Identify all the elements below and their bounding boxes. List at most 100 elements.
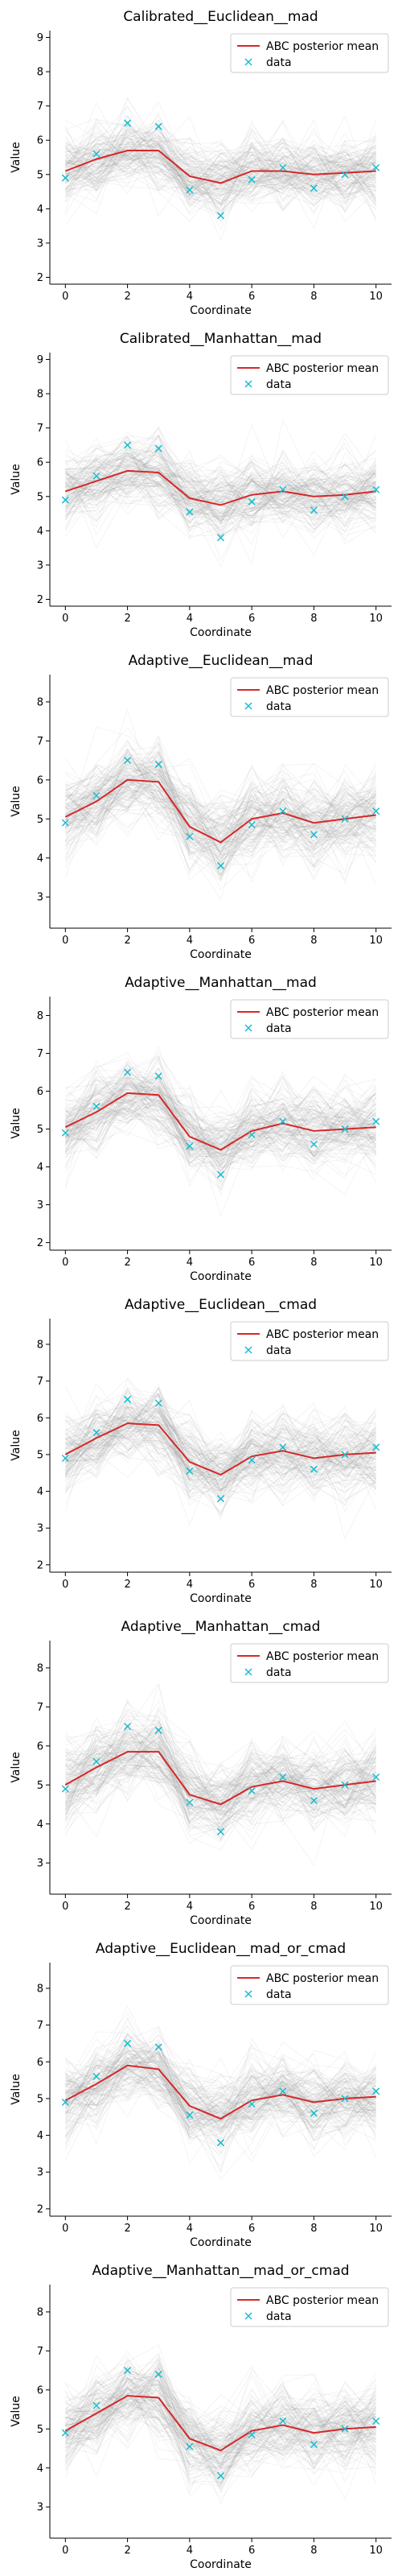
posterior-sample-line <box>64 740 376 838</box>
posterior-sample-line <box>64 2063 376 2130</box>
posterior-sample-line <box>65 758 376 830</box>
y-tick-label: 2 <box>37 2203 43 2215</box>
posterior-sample-line <box>65 462 376 531</box>
data-point-marker <box>154 1072 162 1080</box>
posterior-sample-line <box>65 160 376 218</box>
posterior-sample-line <box>64 1087 377 1166</box>
posterior-sample-line <box>64 1409 377 1508</box>
x-tick-label: 8 <box>310 2545 317 2557</box>
posterior-sample-line <box>65 766 377 847</box>
posterior-sample-line <box>65 770 376 873</box>
posterior-sample-line <box>65 452 376 505</box>
y-tick-label: 7 <box>37 2346 43 2358</box>
posterior-sample-line <box>65 145 376 200</box>
posterior-sample-line <box>65 1090 376 1143</box>
posterior-sample-line <box>65 2405 377 2497</box>
posterior-sample-line <box>65 460 376 513</box>
posterior-sample-line <box>65 758 376 852</box>
x-axis-label: Coordinate <box>190 626 252 639</box>
posterior-sample-line <box>64 763 377 850</box>
posterior-sample-line <box>64 2383 377 2471</box>
y-tick-label: 5 <box>37 169 43 181</box>
posterior-sample-line <box>65 140 377 204</box>
x-tick-label: 10 <box>369 1901 383 1913</box>
posterior-sample-line <box>65 122 376 194</box>
posterior-sample-line <box>64 2039 377 2140</box>
posterior-sample-line <box>65 2068 376 2142</box>
posterior-sample-line <box>65 791 376 847</box>
posterior-sample-line <box>65 456 376 518</box>
posterior-sample-line <box>65 473 376 518</box>
y-tick-label: 4 <box>37 1818 43 1831</box>
posterior-sample-line <box>65 1753 376 1820</box>
posterior-sample-line <box>65 1411 376 1526</box>
posterior-sample-line <box>64 1736 376 1821</box>
posterior-sample-line <box>65 747 376 862</box>
posterior-sample-line <box>64 751 376 842</box>
posterior-sample-line <box>65 455 376 532</box>
data-point-marker <box>154 2043 162 2051</box>
posterior-sample-line <box>64 1382 376 1498</box>
posterior-sample-line <box>65 1394 377 1477</box>
posterior-sample-line <box>65 138 377 205</box>
data-point-marker <box>372 163 380 171</box>
posterior-sample-line <box>65 1754 376 1833</box>
posterior-sample-line <box>65 773 377 837</box>
posterior-sample-line <box>65 2384 376 2458</box>
posterior-sample-line <box>65 1105 377 1161</box>
y-tick-label: 8 <box>37 696 43 708</box>
posterior-sample-line <box>65 1098 377 1146</box>
legend: ABC posterior mean data <box>230 1965 389 2005</box>
y-axis-label: Value <box>10 142 23 172</box>
posterior-sample-line <box>65 2401 376 2458</box>
posterior-sample-line <box>65 124 376 200</box>
posterior-sample-line <box>65 1726 376 1811</box>
chart-title: Adaptive__Manhattan__mad_or_cmad <box>92 2263 349 2279</box>
posterior-sample-line <box>65 2386 377 2453</box>
posterior-sample-line <box>65 1411 377 1486</box>
posterior-sample-line <box>65 1075 376 1158</box>
posterior-sample-line <box>65 2364 376 2463</box>
legend: ABC posterior mean data <box>230 355 389 395</box>
posterior-sample-line <box>65 2053 376 2118</box>
legend-swatch-marker <box>244 380 252 388</box>
posterior-sample-line <box>65 1734 376 1814</box>
posterior-sample-line <box>65 1761 376 1824</box>
posterior-sample-line <box>64 1737 377 1814</box>
posterior-sample-line <box>65 116 376 208</box>
posterior-sample-line <box>65 114 376 204</box>
posterior-sample-line <box>65 2388 376 2472</box>
posterior-sample-line <box>65 1394 377 1496</box>
posterior-sample-line <box>64 2025 376 2116</box>
posterior-sample-line <box>65 125 377 213</box>
posterior-sample-line <box>65 765 376 856</box>
posterior-sample-line <box>65 758 376 837</box>
posterior-sample-line <box>65 1404 377 1492</box>
posterior-sample-line <box>64 1393 377 1481</box>
posterior-sample-line <box>64 1745 376 1807</box>
posterior-sample-line <box>65 758 376 856</box>
posterior-sample-line <box>65 2037 376 2173</box>
data-point-marker <box>341 1781 349 1789</box>
posterior-sample-line <box>65 1402 376 1475</box>
posterior-sample-line <box>65 748 377 863</box>
posterior-sample-line <box>65 794 376 873</box>
posterior-sample-line <box>65 142 377 204</box>
posterior-sample-line <box>65 1731 376 1814</box>
posterior-sample-line <box>65 761 377 848</box>
posterior-sample-line <box>64 751 376 836</box>
posterior-sample-line <box>65 1413 376 1470</box>
posterior-sample-line <box>65 2397 376 2470</box>
posterior-sample-line <box>64 1413 376 1480</box>
x-tick-label: 0 <box>62 2223 68 2235</box>
posterior-sample-line <box>65 2384 376 2464</box>
posterior-sample-line <box>64 1712 376 1816</box>
posterior-sample-line <box>65 2043 377 2138</box>
posterior-sample-line <box>64 1745 376 1821</box>
x-tick-label: 8 <box>310 1579 317 1591</box>
posterior-sample-line <box>65 469 376 513</box>
posterior-sample-line <box>65 775 376 846</box>
data-point-marker <box>279 1773 287 1781</box>
x-axis-label: Coordinate <box>190 948 252 961</box>
posterior-sample-line <box>65 2380 376 2466</box>
